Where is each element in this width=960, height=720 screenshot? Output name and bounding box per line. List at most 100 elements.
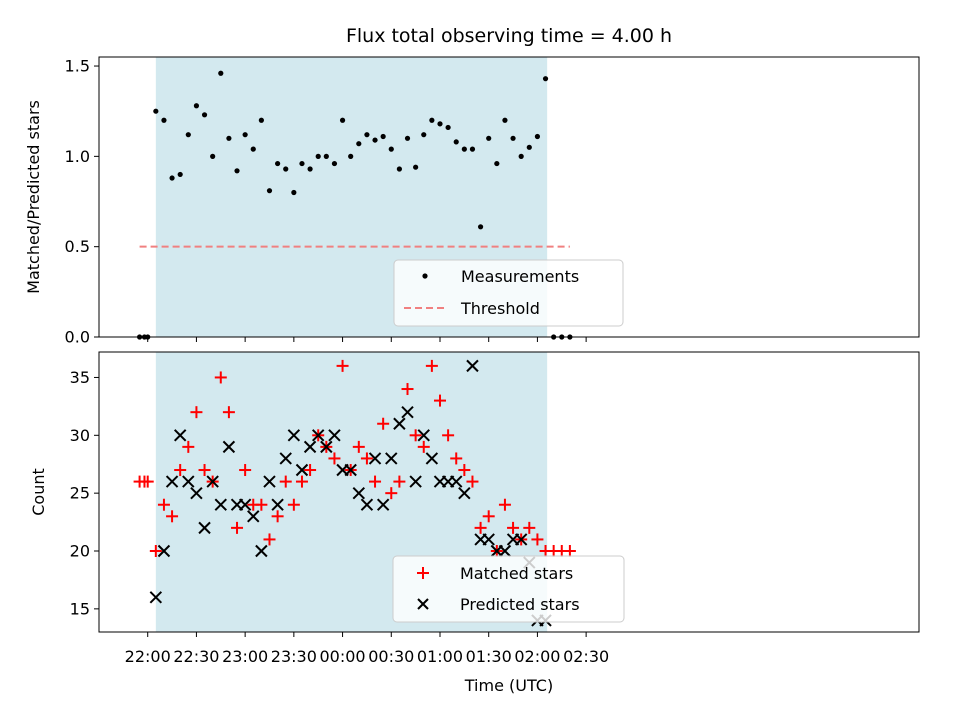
top-ytick-label: 1.5 (65, 57, 90, 76)
predicted-star-marker (271, 498, 284, 511)
measurement-point (348, 153, 354, 159)
bottom-ytick-label: 35 (70, 368, 90, 387)
predicted-star-marker (417, 429, 430, 442)
matched-star-marker (287, 498, 300, 511)
top-ytick-label: 0.5 (65, 237, 90, 256)
measurement-point (453, 139, 459, 145)
top-ytick-label: 0.0 (65, 328, 90, 347)
predicted-star-marker (263, 475, 276, 488)
legend-matched-label: Matched stars (460, 564, 573, 583)
matched-star-marker (482, 510, 495, 523)
matched-star-marker (214, 371, 227, 384)
legend-threshold-label: Threshold (460, 299, 540, 318)
predicted-star-marker (165, 475, 179, 488)
matched-star-marker (563, 545, 576, 558)
matched-star-marker (166, 510, 179, 523)
legend-matched-marker (417, 567, 429, 579)
bottom-legend: Matched stars Predicted stars (392, 555, 625, 623)
matched-star-marker (385, 487, 398, 500)
matched-star-marker (498, 498, 511, 511)
measurement-point (396, 166, 402, 172)
predicted-star-marker (360, 498, 374, 511)
predicted-star-marker (328, 429, 341, 442)
predicted-star-marker (352, 486, 366, 500)
measurement-point (258, 117, 264, 123)
predicted-star-marker (222, 440, 236, 454)
measurement-point (429, 117, 435, 123)
matched-star-marker (149, 545, 162, 558)
predicted-star-marker (190, 486, 203, 500)
measurement-point (526, 144, 532, 150)
predicted-star-marker (279, 452, 292, 465)
top-axes-frame (98, 56, 920, 338)
matched-star-marker (450, 452, 463, 465)
matched-star-marker (507, 521, 520, 534)
bottom-ytick-label: 25 (70, 484, 90, 503)
matched-star-marker (360, 452, 373, 465)
measurement-point (275, 160, 281, 167)
bottom-xtick-label: 00:00 (320, 647, 366, 666)
bottom-y-ticks: 15 20 25 30 35 (70, 368, 99, 618)
measurement-point (388, 146, 394, 152)
matched-star-marker (328, 452, 341, 465)
measurement-point (494, 160, 500, 167)
top-panel: 0.0 0.5 1.0 1.5 Matched/Predicted stars Mea… (24, 56, 920, 347)
matched-star-marker (271, 510, 284, 523)
chart-title: Flux total observing time = 4.00 h (346, 25, 672, 47)
bottom-xtick-label: 23:00 (222, 647, 268, 666)
measurement-point (364, 132, 370, 138)
measurement-point (185, 132, 191, 138)
predicted-star-marker (385, 452, 398, 465)
predicted-star-marker (409, 475, 422, 488)
bottom-y-axis-label: Count (29, 468, 48, 516)
measurement-point (226, 135, 232, 141)
measurement-point (339, 117, 346, 123)
matched-star-marker (239, 464, 252, 477)
measurement-point (542, 76, 549, 82)
bottom-panel: 15 20 25 30 35 22:00 22:30 23:00 23:30 00:00 00:3… (29, 351, 920, 695)
predicted-star-marker (198, 521, 211, 535)
predicted-star-marker (466, 359, 479, 373)
top-ytick-label: 1.0 (65, 147, 90, 166)
matched-star-marker (458, 464, 471, 477)
measurement-point (380, 133, 386, 140)
legend-measurements-label: Measurements (461, 267, 579, 286)
predicted-star-marker (482, 533, 495, 546)
measurement-point (234, 168, 240, 174)
predicted-star-marker (295, 463, 309, 477)
bottom-legend-box (392, 555, 625, 623)
matched-star-marker (295, 475, 308, 488)
bottom-ytick-label: 15 (70, 599, 90, 618)
top-measurements (136, 70, 573, 340)
matched-star-marker (393, 475, 406, 488)
matched-star-marker (425, 359, 438, 372)
bottom-xtick-label: 22:00 (125, 647, 171, 666)
predicted-star-marker (450, 475, 463, 488)
predicted-star-marker (214, 498, 227, 511)
measurement-point (250, 146, 256, 152)
bottom-ytick-label: 30 (70, 426, 90, 445)
measurement-point (323, 153, 329, 159)
measurement-point (518, 153, 524, 159)
measurement-point (201, 112, 208, 118)
matched-star-marker (222, 406, 235, 419)
top-y-axis-label: Matched/Predicted stars (24, 100, 43, 294)
predicted-star-marker (182, 475, 195, 488)
measurement-point (469, 146, 476, 152)
predicted-star-marker (425, 452, 439, 465)
matched-star-marker (255, 498, 268, 511)
matched-star-marker (157, 498, 170, 511)
bottom-axes-frame (98, 351, 920, 633)
matched-star-marker (442, 429, 455, 442)
matched-star-marker (182, 440, 195, 453)
top-legend: Measurements Threshold (393, 259, 624, 327)
measurement-point (193, 103, 200, 109)
measurement-point (242, 132, 248, 138)
measurement-point (421, 132, 427, 138)
legend-measurements-marker (422, 273, 428, 279)
bottom-xtick-label: 00:30 (368, 647, 414, 666)
x-axis-label: Time (UTC) (464, 676, 553, 695)
matched-star-marker (377, 417, 390, 430)
measurement-point (210, 153, 216, 159)
